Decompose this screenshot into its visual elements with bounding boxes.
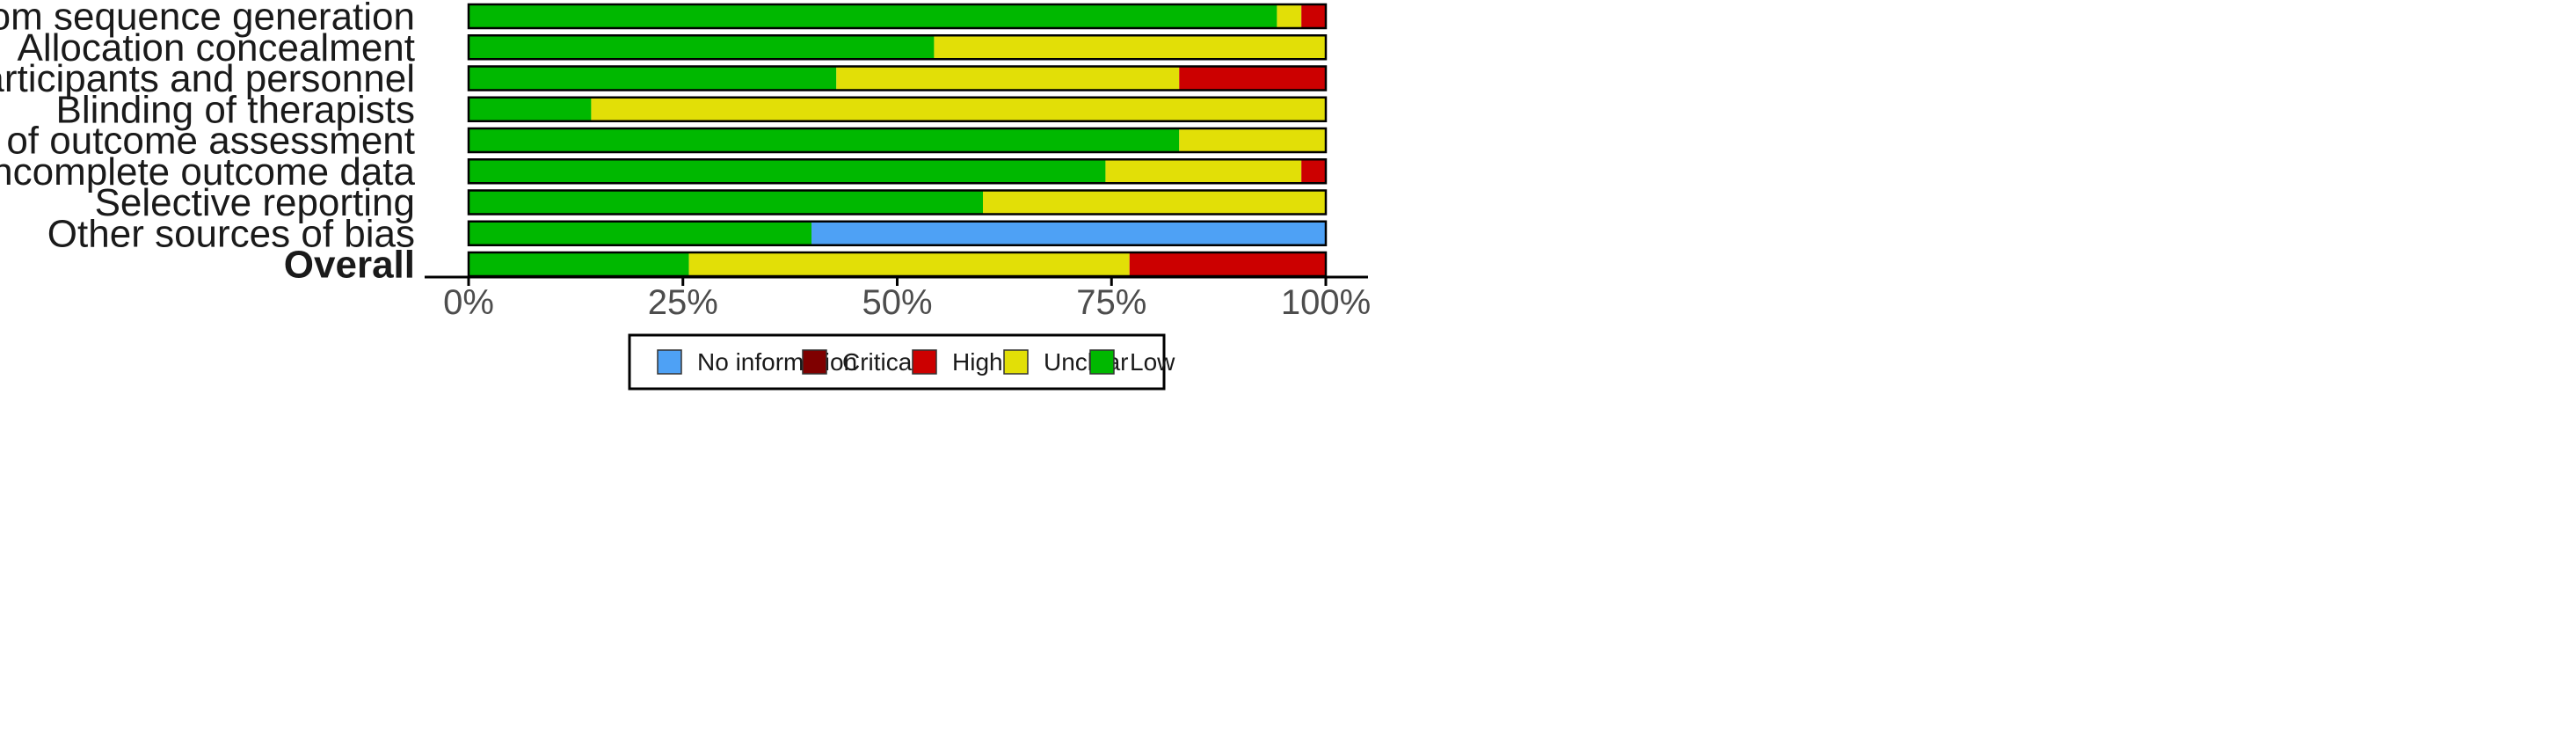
bar-segment-low [469, 128, 1180, 152]
bar-outline [467, 65, 1328, 91]
category-label: Blinding of therapists [56, 88, 415, 131]
bar-outline [467, 127, 1328, 154]
category-label: Blinding of participants and personnel [0, 57, 415, 100]
bar-outline [467, 96, 1328, 122]
bar-segment-low [469, 252, 689, 276]
category-label: Random sequence generation [0, 0, 415, 39]
category-label: Overall [284, 244, 415, 287]
x-tick-label: 50% [862, 283, 932, 322]
bar-segment-low [469, 4, 1277, 28]
x-tick-label: 0% [443, 283, 494, 322]
category-label: Selective reporting [95, 181, 415, 224]
x-tick-label: 25% [648, 283, 718, 322]
bar-segment-low [469, 159, 1106, 184]
bar-segment-low [469, 97, 592, 121]
bar-segment-low [469, 66, 837, 91]
legend-label: Unclear [1044, 348, 1128, 376]
category-label: Incomplete outcome data [0, 150, 416, 194]
bar-segment-unclear [1179, 128, 1326, 152]
legend-box [628, 333, 1166, 391]
bar-outline [467, 189, 1328, 215]
category-label: Allocation concealment [18, 26, 415, 69]
category-label: Blinding of outcome assessment [0, 120, 415, 163]
bar-segment-unclear [836, 66, 1180, 91]
bar-segment-unclear [1277, 4, 1302, 28]
legend-label: Low [1130, 348, 1175, 376]
bar-segment-unclear [688, 252, 1130, 276]
x-tick-label: 100% [1281, 283, 1371, 322]
bar-segment-unclear [591, 97, 1326, 121]
bar-segment-high [1129, 252, 1326, 276]
legend-swatch-unclear [1003, 349, 1029, 375]
legend-label: No information [697, 348, 857, 376]
bar-segment-unclear [1105, 159, 1302, 184]
category-label: Other sources of bias [47, 212, 415, 255]
bar-segment-high [1179, 66, 1326, 91]
bar-segment-high [1301, 159, 1326, 184]
legend-swatch-low [1089, 349, 1115, 375]
bar-segment-unclear [983, 190, 1326, 215]
bar-segment-low [469, 221, 811, 245]
legend-label: Critical [842, 348, 918, 376]
bar-segment-no-information [811, 221, 1326, 245]
bar-segment-high [1301, 4, 1326, 28]
bar-segment-low [469, 35, 935, 60]
legend-label: High [952, 348, 1003, 376]
bar-outline [467, 34, 1328, 61]
legend-swatch-no-information [657, 349, 682, 375]
legend-swatch-critical [802, 349, 827, 375]
legend-swatch-high [912, 349, 937, 375]
bar-outline [467, 3, 1328, 30]
bar-segment-unclear [934, 35, 1326, 60]
bar-outline [467, 158, 1328, 185]
bar-outline [467, 220, 1328, 246]
x-tick-label: 75% [1076, 283, 1146, 322]
bar-segment-low [469, 190, 983, 215]
